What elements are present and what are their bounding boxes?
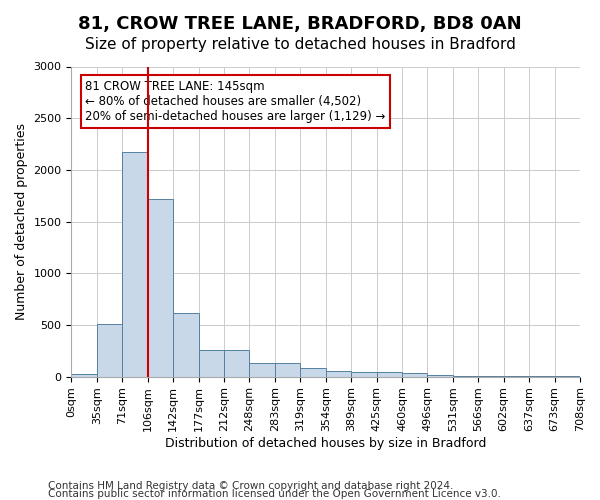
Bar: [275, 363, 300, 376]
Bar: [173, 312, 199, 376]
Bar: [97, 324, 122, 376]
Text: 81 CROW TREE LANE: 145sqm
← 80% of detached houses are smaller (4,502)
20% of se: 81 CROW TREE LANE: 145sqm ← 80% of detac…: [85, 80, 386, 123]
Bar: [351, 372, 377, 376]
Bar: [326, 371, 351, 376]
Bar: [122, 152, 148, 376]
Bar: [224, 350, 250, 376]
Text: 81, CROW TREE LANE, BRADFORD, BD8 0AN: 81, CROW TREE LANE, BRADFORD, BD8 0AN: [78, 15, 522, 33]
Bar: [300, 368, 326, 376]
Bar: [250, 363, 275, 376]
Bar: [377, 372, 402, 376]
Bar: [402, 373, 427, 376]
Bar: [71, 374, 97, 376]
Text: Contains public sector information licensed under the Open Government Licence v3: Contains public sector information licen…: [48, 489, 501, 499]
Text: Size of property relative to detached houses in Bradford: Size of property relative to detached ho…: [85, 38, 515, 52]
Bar: [148, 199, 173, 376]
X-axis label: Distribution of detached houses by size in Bradford: Distribution of detached houses by size …: [165, 437, 487, 450]
Text: Contains HM Land Registry data © Crown copyright and database right 2024.: Contains HM Land Registry data © Crown c…: [48, 481, 454, 491]
Bar: [199, 350, 224, 376]
Bar: [427, 374, 453, 376]
Y-axis label: Number of detached properties: Number of detached properties: [15, 123, 28, 320]
